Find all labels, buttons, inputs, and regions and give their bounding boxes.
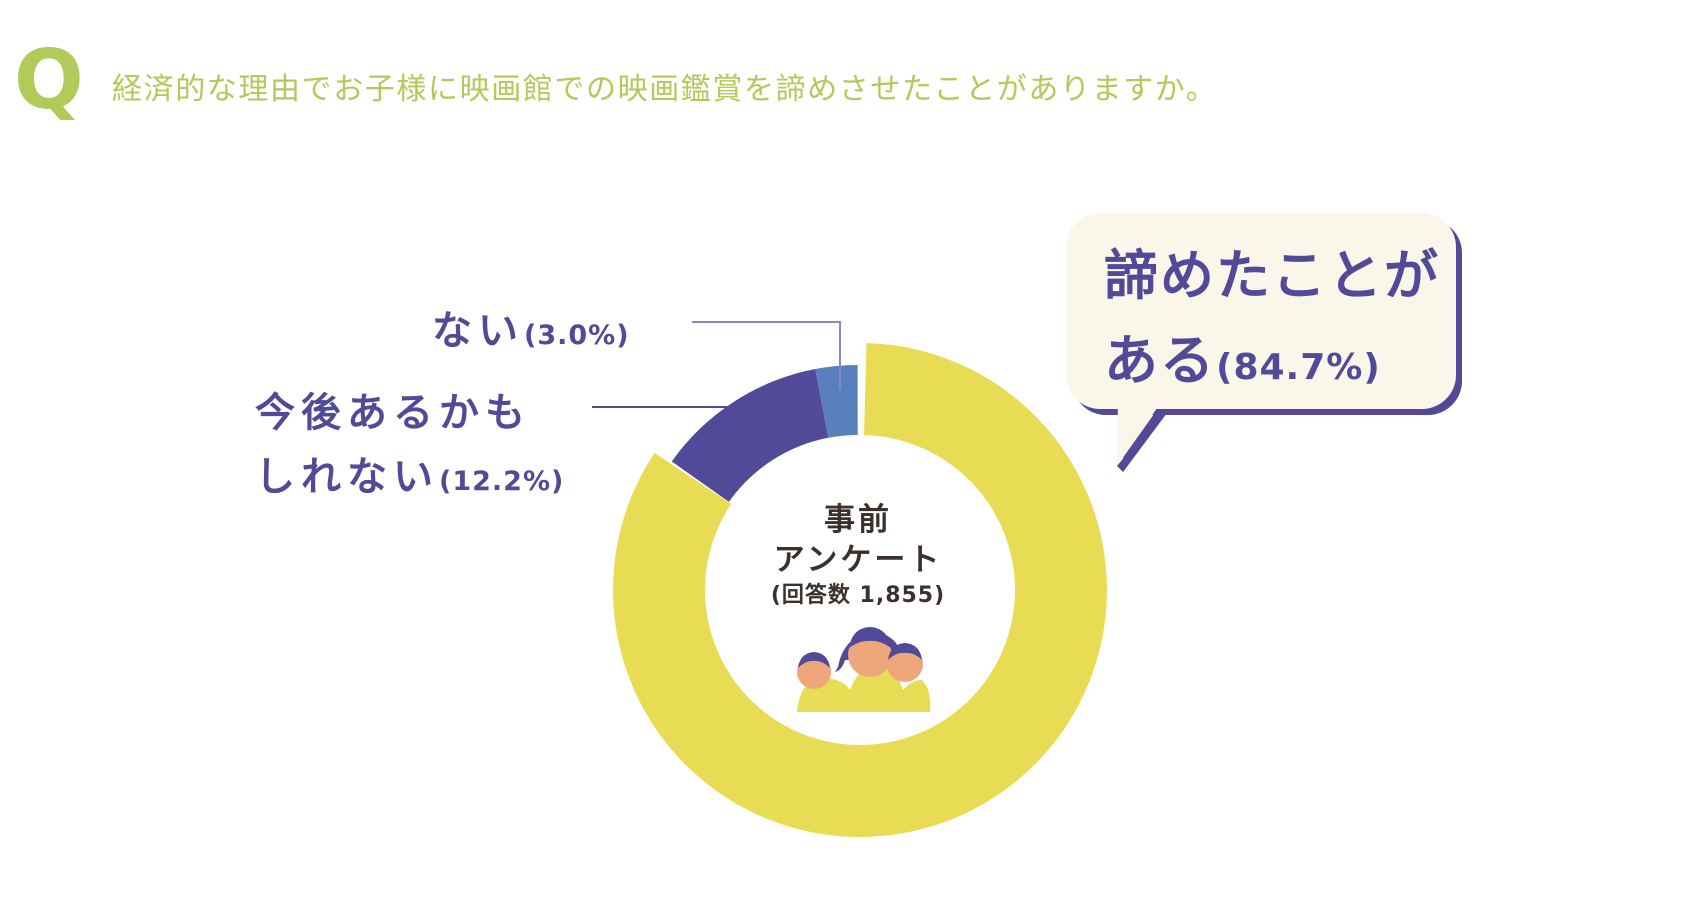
segment-no bbox=[815, 365, 858, 438]
label-yes: 諦めたことが ある(84.7%) bbox=[1104, 240, 1440, 410]
center-line1: 事前 bbox=[824, 502, 892, 538]
center-line2: アンケート bbox=[773, 542, 943, 578]
label-no: ない(3.0%) bbox=[432, 298, 630, 356]
label-no-pct: (3.0%) bbox=[524, 320, 630, 351]
speech-bubble bbox=[1066, 213, 1456, 409]
label-maybe-line1: 今後あるかも bbox=[255, 390, 531, 436]
segment-yes bbox=[613, 343, 1107, 838]
label-maybe-pct: (12.2%) bbox=[439, 466, 565, 497]
label-yes-line2: ある bbox=[1104, 329, 1216, 392]
question-text: 経済的な理由でお子様に映画館での映画鑑賞を諦めさせたことがありますか。 bbox=[112, 72, 1218, 107]
question-mark-icon: Q bbox=[14, 33, 84, 128]
family-icon bbox=[797, 627, 931, 712]
label-yes-pct: (84.7%) bbox=[1216, 347, 1381, 388]
label-no-text: ない bbox=[432, 308, 524, 354]
center-line3: (回答数 1,855) bbox=[770, 583, 946, 608]
segment-maybe bbox=[671, 369, 829, 502]
label-yes-line1: 諦めたことが bbox=[1104, 244, 1440, 307]
label-maybe-line2: しれない bbox=[255, 454, 439, 500]
leader-line-no bbox=[692, 321, 841, 390]
label-maybe: 今後あるかも しれない(12.2%) bbox=[255, 385, 564, 513]
donut-center-label: 事前 アンケート (回答数 1,855) bbox=[758, 500, 958, 612]
